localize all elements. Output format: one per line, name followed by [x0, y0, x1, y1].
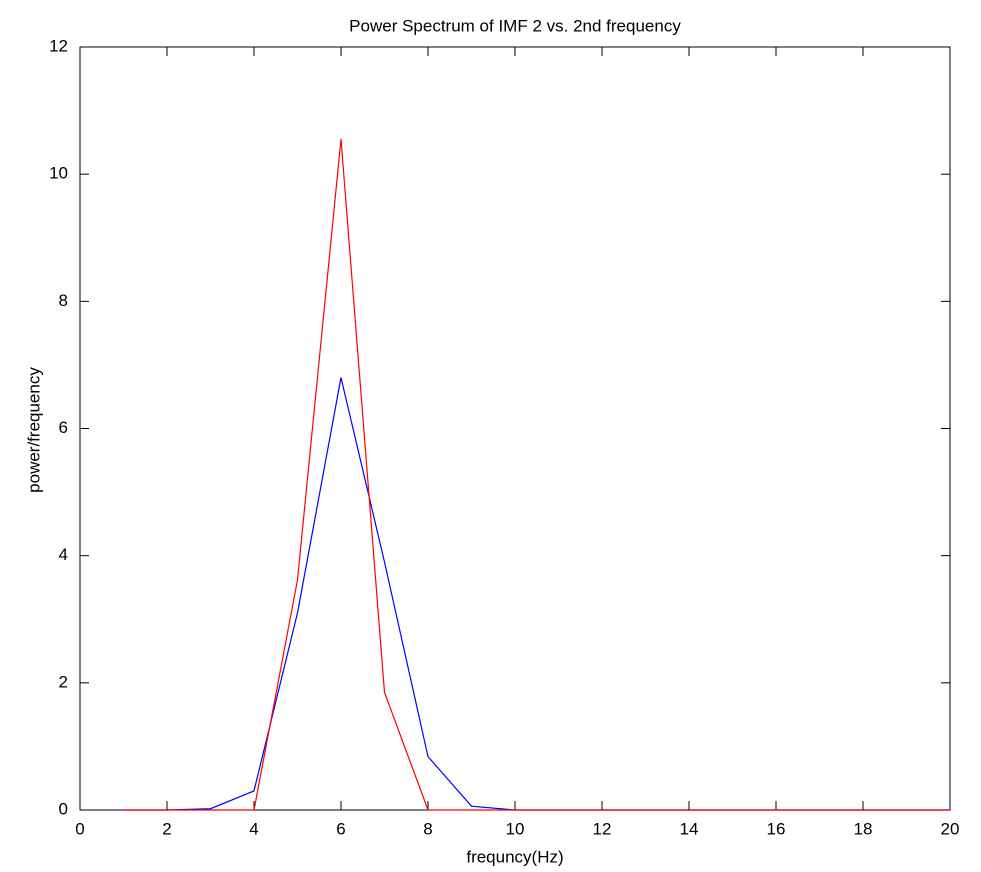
x-tick-label: 20	[941, 819, 960, 838]
x-axis-label: frequncy(Hz)	[466, 847, 563, 866]
y-tick-label: 2	[59, 672, 68, 691]
x-tick-label: 2	[162, 819, 171, 838]
y-tick-label: 8	[59, 291, 68, 310]
x-tick-label: 14	[680, 819, 699, 838]
x-tick-label: 18	[854, 819, 873, 838]
x-tick-label: 10	[506, 819, 525, 838]
x-tick-label: 0	[75, 819, 84, 838]
x-tick-label: 12	[593, 819, 612, 838]
chart-title: Power Spectrum of IMF 2 vs. 2nd frequenc…	[349, 16, 681, 35]
y-tick-label: 0	[59, 799, 68, 818]
series-line	[123, 139, 950, 811]
x-tick-label: 8	[423, 819, 432, 838]
y-tick-label: 6	[59, 418, 68, 437]
x-tick-label: 16	[767, 819, 786, 838]
y-tick-label: 10	[49, 164, 68, 183]
plot-frame	[79, 46, 951, 811]
y-axis-label: power/frequency	[24, 367, 43, 493]
y-tick-label: 12	[49, 36, 68, 55]
x-tick-label: 6	[336, 819, 345, 838]
x-tick-label: 4	[249, 819, 258, 838]
y-tick-label: 4	[59, 545, 68, 564]
